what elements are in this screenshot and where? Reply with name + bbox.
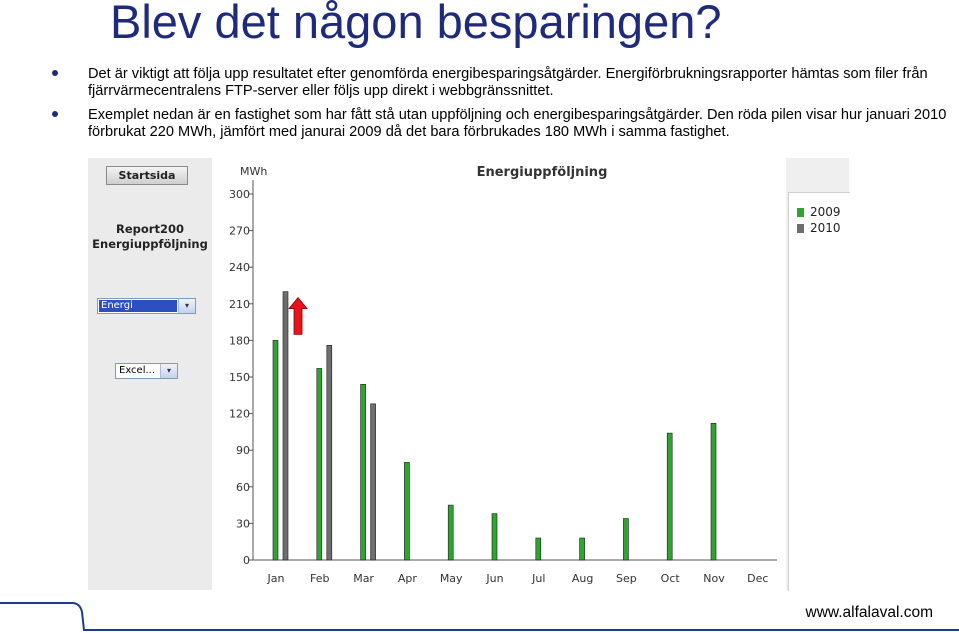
start-button[interactable]: Startsida [106, 166, 188, 185]
footer-swoosh [0, 602, 959, 631]
slide-title: Blev det någon besparingen? [110, 0, 722, 48]
x-tick-label: Oct [661, 572, 681, 585]
x-tick-label: May [440, 572, 463, 585]
x-tick-label: Sep [616, 572, 637, 585]
x-tick-label: Dec [747, 572, 768, 585]
bullet-item: Exemplet nedan är en fastighet som har f… [52, 107, 952, 141]
bar-2010-mar [370, 403, 376, 561]
bar-2010-feb [326, 344, 333, 561]
embedded-screenshot: Startsida Report200 Energiuppföljning En… [88, 158, 850, 591]
y-tick-label: 150 [229, 371, 250, 384]
y-tick-label: 60 [236, 481, 250, 494]
legend-label-2009: 2009 [810, 205, 841, 219]
y-tick-label: 0 [243, 554, 250, 567]
y-tick-label: 30 [236, 517, 250, 530]
legend-swatch-2009 [797, 208, 804, 217]
chart-title: Energiuppföljning [477, 165, 608, 180]
bar-2009-feb [316, 368, 323, 561]
y-tick-label: 90 [236, 444, 250, 457]
legend-item-2010: 2010 [797, 221, 841, 235]
y-tick-label: 210 [229, 298, 250, 311]
legend-item-2009: 2009 [797, 205, 841, 219]
y-tick-label: 180 [229, 334, 250, 347]
bar-2010-jan [282, 291, 289, 561]
measure-select-value: Energi [99, 300, 177, 312]
export-select-value: Excel... [119, 365, 156, 376]
y-tick-label: 240 [229, 261, 250, 274]
energy-bar-chart: Energiuppföljning MWh 0 30 60 90 120 150 180 210 2… [229, 165, 777, 585]
report-subtitle: Energiuppföljning [92, 237, 208, 251]
chevron-down-icon[interactable]: ▾ [160, 364, 177, 378]
bar-2009-oct [666, 432, 673, 561]
report-name: Report200 [116, 222, 184, 236]
x-tick-label: Jun [485, 572, 503, 585]
bullet-dot-icon [52, 111, 58, 117]
x-tick-label: Feb [310, 572, 329, 585]
bullet-item: Det är viktigt att följa upp resultatet … [52, 66, 952, 100]
chart-legend: 2009 2010 [788, 192, 850, 591]
bullet-list: Det är viktigt att följa upp resultatet … [52, 66, 952, 148]
y-tick-label: 300 [229, 188, 250, 201]
x-tick-label: Mar [353, 572, 374, 585]
bar-2009-jan [272, 340, 279, 561]
footer-url: www.alfalaval.com [805, 604, 934, 621]
measure-select[interactable]: Energi ▾ [97, 298, 196, 314]
chart-area: Energiuppföljning MWh 0 30 60 90 120 150 180 210 2… [212, 158, 786, 590]
x-tick-label: Aug [572, 572, 593, 585]
bar-2009-jul [535, 537, 542, 561]
legend-label-2010: 2010 [810, 221, 841, 235]
y-tick-label: 270 [229, 225, 250, 238]
bullet-dot-icon [52, 70, 58, 76]
export-select[interactable]: Excel... ▾ [115, 363, 178, 379]
x-tick-label: Jan [267, 572, 285, 585]
bullet-text: Exemplet nedan är en fastighet som har f… [88, 107, 947, 140]
x-tick-label: Jul [531, 572, 545, 585]
report-sidebar: Startsida Report200 Energiuppföljning En… [88, 158, 212, 590]
bar-2009-aug [579, 537, 585, 561]
bar-2009-may [447, 504, 454, 561]
legend-swatch-2010 [797, 224, 804, 233]
bar-2009-jun [491, 513, 498, 561]
red-arrow-annotation [288, 296, 308, 335]
x-tick-label: Apr [398, 572, 418, 585]
bar-2009-sep [623, 518, 629, 561]
bar-2009-apr [404, 462, 410, 561]
x-tick-label: Nov [703, 572, 725, 585]
bar-2009-nov [710, 423, 717, 561]
bar-2009-mar [360, 384, 366, 561]
bullet-text: Det är viktigt att följa upp resultatet … [88, 66, 928, 99]
y-axis-label: MWh [240, 165, 267, 178]
y-tick-label: 120 [229, 408, 250, 421]
chevron-down-icon[interactable]: ▾ [178, 299, 195, 313]
